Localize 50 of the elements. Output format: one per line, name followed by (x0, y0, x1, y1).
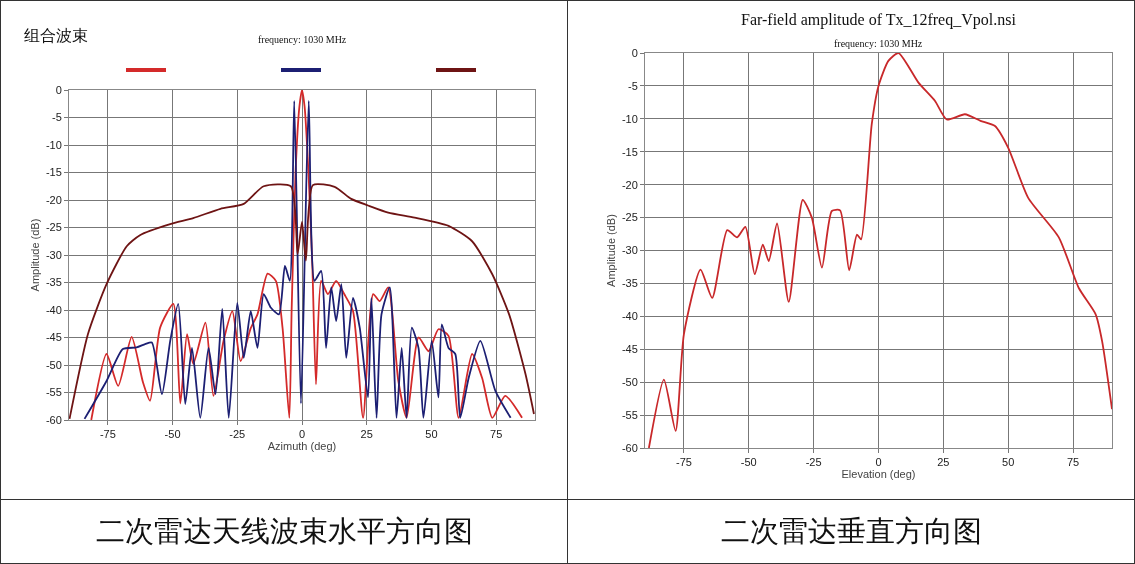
y-tick-label: -10 (621, 112, 638, 125)
x-axis-title: Elevation (deg) (841, 468, 916, 481)
x-tick-label: -75 (99, 428, 116, 441)
x-tick-label: -75 (675, 456, 692, 469)
x-tick-label: -25 (805, 456, 822, 469)
y-tick-label: 0 (631, 46, 638, 59)
x-tick-label: 0 (298, 428, 306, 441)
y-tick-label: -35 (621, 277, 638, 290)
y-tick-label: -15 (45, 166, 62, 179)
y-tick-label: -10 (45, 138, 62, 151)
x-tick-label: 75 (1066, 456, 1080, 469)
y-tick-label: -45 (45, 331, 62, 344)
y-tick-label: -30 (45, 248, 62, 261)
y-tick-label: -30 (621, 244, 638, 257)
x-tick-label: 0 (875, 456, 882, 469)
chart-subtitle: frequency: 1030 MHz (258, 34, 347, 45)
y-axis-title: Amplitude (dB) (28, 218, 41, 292)
text: 二次雷达天线波束水平方向图 (94, 512, 474, 550)
y-tick-label: -5 (628, 79, 638, 92)
y-tick-label: -60 (45, 413, 62, 426)
y-tick-label: -20 (45, 193, 62, 206)
text: 二次雷达垂直方向图 (719, 512, 983, 550)
chart-title: Far-field amplitude of Tx_12freq_Vpol.nsi (741, 11, 1017, 29)
y-tick-label: -55 (45, 386, 62, 399)
y-tick-label: -25 (621, 211, 638, 224)
y-tick-label: -60 (621, 441, 638, 454)
x-tick-label: -50 (164, 428, 181, 441)
y-tick-label: -25 (45, 221, 62, 234)
x-tick-label: 25 (360, 428, 373, 441)
x-tick-label: 75 (490, 428, 503, 441)
y-tick-label: -45 (621, 343, 638, 356)
x-tick-label: 50 (1002, 456, 1015, 469)
x-tick-label: 25 (937, 456, 950, 469)
y-tick-label: -40 (621, 310, 638, 323)
y-tick-label: -50 (621, 376, 638, 389)
x-axis-title: Azimuth (deg) (267, 440, 337, 453)
x-tick-label: -50 (740, 456, 757, 469)
y-tick-label: -40 (45, 303, 62, 316)
chart-subtitle: frequency: 1030 MHz (834, 38, 923, 49)
chart-title: 组合波束 (24, 26, 88, 45)
y-tick-label: -55 (621, 408, 638, 421)
x-tick-label: -25 (229, 428, 246, 441)
y-tick-label: -20 (621, 178, 638, 191)
y-axis-title: Amplitude (dB) (604, 214, 617, 287)
y-tick-label: -50 (45, 358, 62, 371)
y-tick-label: 0 (55, 83, 62, 96)
y-tick-label: -35 (45, 276, 62, 289)
y-tick-label: -15 (621, 145, 638, 158)
x-tick-label: 50 (425, 428, 438, 441)
y-tick-label: -5 (52, 111, 62, 124)
